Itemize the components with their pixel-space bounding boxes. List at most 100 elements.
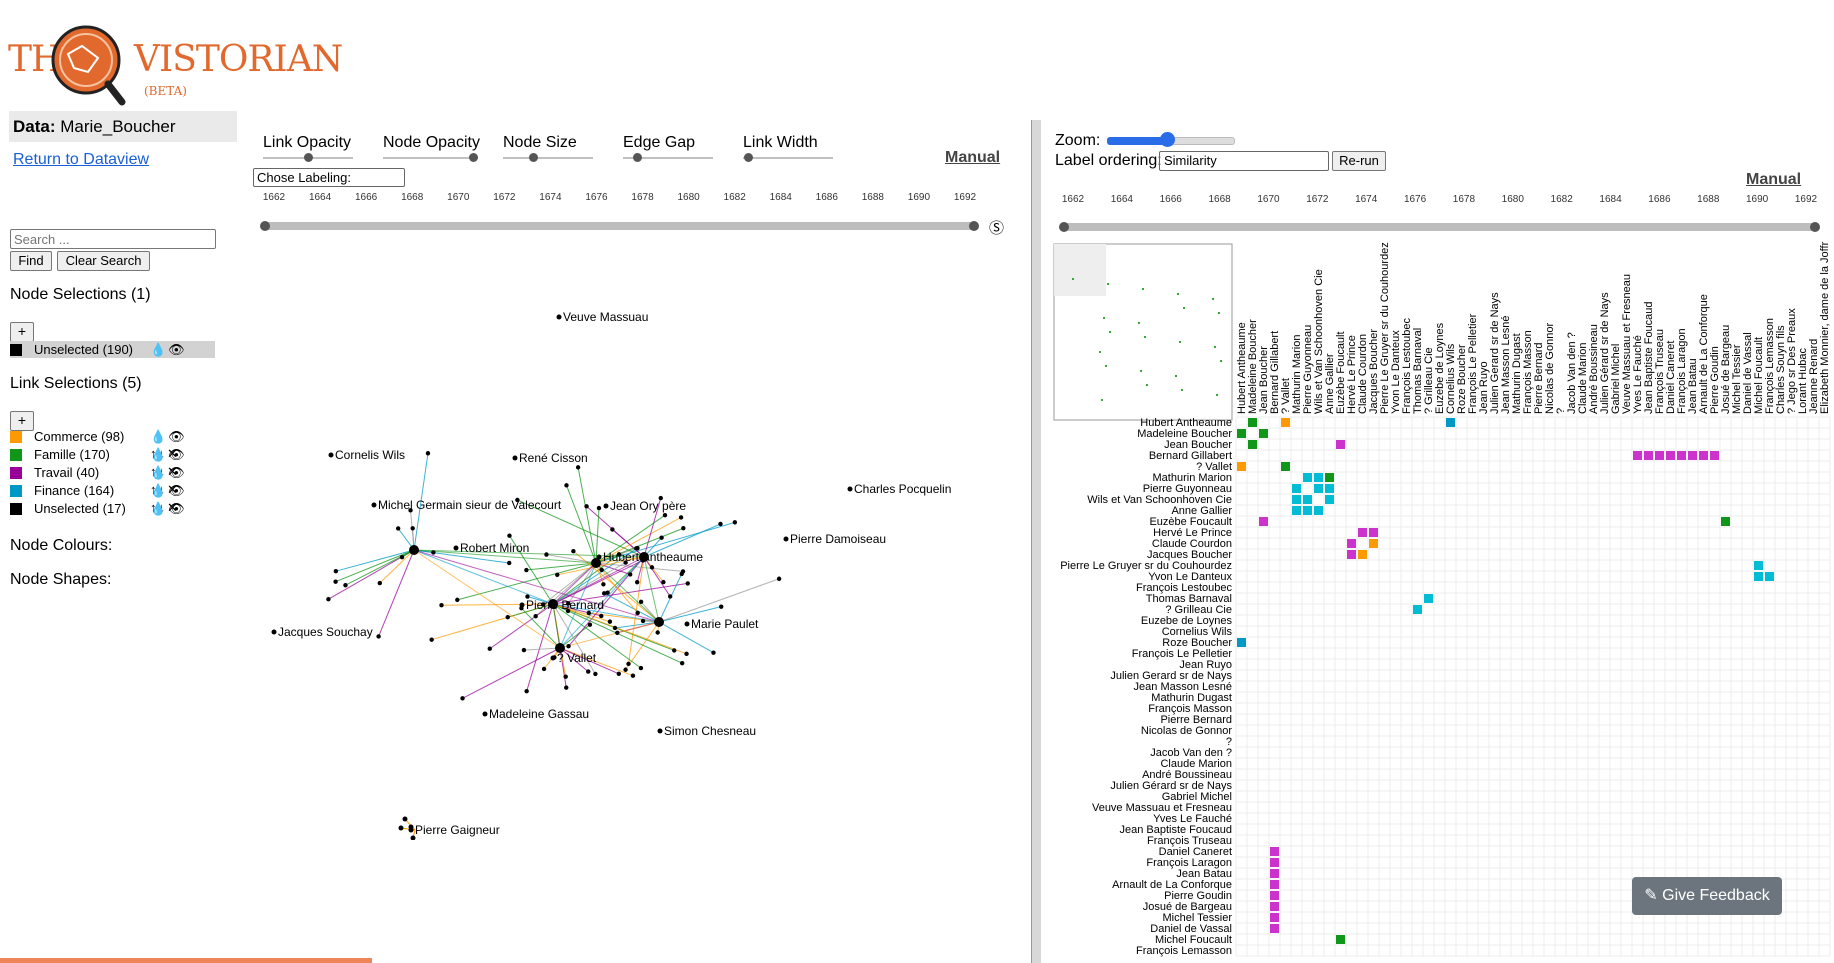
matrix-cell[interactable]	[1303, 506, 1312, 515]
matrix-cell[interactable]	[1270, 891, 1279, 900]
matrix-row-label[interactable]: Jacob Van den ?	[1150, 747, 1232, 759]
graph-node[interactable]	[326, 596, 331, 602]
link-selection-row[interactable]: Travail (40) 💧👁↑↓✕	[10, 464, 215, 497]
control-slider-handle[interactable]	[632, 153, 642, 162]
graph-node[interactable]	[399, 555, 405, 560]
matrix-cell[interactable]	[1765, 572, 1774, 581]
matrix-row-label[interactable]: Jean Boucher	[1164, 439, 1232, 451]
matrix-column-label[interactable]: François Masson	[1522, 330, 1534, 414]
matrix-column-label[interactable]: François Laragon	[1676, 328, 1688, 414]
matrix-column-label[interactable]: Veuve Massuau et Fresneau	[1621, 274, 1633, 414]
matrix-cell[interactable]	[1424, 594, 1433, 603]
matrix-column-label[interactable]: Lorant Hubac	[1797, 347, 1809, 414]
graph-node[interactable]	[540, 602, 546, 607]
matrix-row-label[interactable]: ?	[1226, 736, 1232, 748]
matrix-cell[interactable]	[1237, 638, 1246, 647]
matrix-column-label[interactable]: Claude Courdon	[1357, 334, 1369, 414]
matrix-row-label[interactable]: Roze Boucher	[1162, 637, 1232, 649]
graph-node[interactable]	[410, 835, 416, 841]
graph-node[interactable]	[672, 648, 677, 653]
matrix-cell[interactable]	[1336, 935, 1345, 944]
graph-node[interactable]	[658, 495, 663, 501]
matrix-cell[interactable]	[1248, 418, 1257, 427]
graph-node[interactable]	[681, 526, 686, 531]
matrix-row-label[interactable]: ? Grilleau Cie	[1165, 604, 1232, 616]
matrix-column-label[interactable]: Yvon Le Danteux	[1390, 330, 1402, 414]
link-selection-row[interactable]: Commerce (98) 💧👁↑↓✕	[10, 428, 215, 461]
matrix-cell[interactable]	[1270, 913, 1279, 922]
matrix-cell[interactable]	[1303, 495, 1312, 504]
graph-node[interactable]	[628, 572, 633, 577]
graph-node[interactable]	[395, 526, 401, 531]
graph-node[interactable]	[667, 594, 673, 599]
selection-color-swatch[interactable]	[10, 503, 22, 515]
matrix-row-label[interactable]: François Lemasson	[1136, 945, 1232, 957]
graph-node[interactable]	[678, 515, 684, 520]
matrix-row-label[interactable]: Pierre Goudin	[1164, 890, 1232, 902]
matrix-column-label[interactable]: Bernard Gillabert	[1269, 331, 1281, 414]
matrix-column-label[interactable]: Pierre Guyonneau	[1302, 325, 1314, 414]
graph-node[interactable]	[626, 661, 631, 667]
matrix-column-label[interactable]: ?	[1555, 408, 1567, 414]
graph-node[interactable]	[515, 497, 520, 503]
matrix-cell[interactable]	[1270, 869, 1279, 878]
matrix-column-label[interactable]: François Lestoubec	[1401, 318, 1413, 414]
matrix-row-label[interactable]: François Masson	[1148, 703, 1232, 715]
matrix-row-label[interactable]: Veuve Massuau et Fresneau	[1092, 802, 1232, 814]
matrix-row-label[interactable]: Julien Gérard sr de Nays	[1110, 780, 1232, 792]
graph-node[interactable]	[455, 597, 460, 603]
matrix-cell[interactable]	[1270, 858, 1279, 867]
matrix-column-label[interactable]: Charles Souyn fils	[1775, 325, 1787, 414]
node-link-graph[interactable]: Veuve Massuau Cornelis Wils René Cisson Cha…	[253, 230, 1013, 840]
graph-node[interactable]	[657, 728, 663, 734]
matrix-row-label[interactable]: François Truseau	[1147, 835, 1232, 847]
matrix-cell[interactable]	[1754, 561, 1763, 570]
graph-node[interactable]	[640, 618, 646, 624]
matrix-cell[interactable]	[1633, 451, 1642, 460]
graph-node[interactable]	[408, 508, 413, 513]
matrix-column-label[interactable]: Madeleine Boucher	[1247, 319, 1259, 414]
graph-node[interactable]	[439, 603, 444, 608]
matrix-column-label[interactable]: Michel Tessier	[1731, 344, 1743, 414]
graph-node[interactable]	[555, 643, 565, 653]
graph-node[interactable]	[584, 504, 589, 509]
graph-node[interactable]	[487, 646, 492, 651]
matrix-cell[interactable]	[1699, 451, 1708, 460]
graph-node[interactable]	[555, 572, 560, 578]
matrix-cell[interactable]	[1721, 517, 1730, 526]
graph-node[interactable]	[328, 452, 334, 458]
timeline-end-handle[interactable]	[969, 221, 979, 231]
graph-node[interactable]	[616, 552, 622, 557]
graph-node[interactable]	[635, 610, 640, 616]
matrix-cell[interactable]	[1314, 473, 1323, 482]
graph-node[interactable]	[661, 579, 666, 585]
graph-node[interactable]	[630, 673, 636, 678]
matrix-manual-link[interactable]: Manual	[1746, 171, 1802, 188]
matrix-column-label[interactable]: Euzebe de Loynes	[1434, 322, 1446, 414]
graph-node[interactable]	[564, 685, 569, 690]
matrix-row-label[interactable]: Yves Le Fauché	[1153, 813, 1232, 825]
matrix-row-label[interactable]: Euzèbe Foucault	[1149, 516, 1232, 528]
control-slider-track[interactable]	[503, 157, 593, 159]
matrix-row-label[interactable]: Gabriel Michel	[1162, 791, 1232, 803]
graph-node[interactable]	[610, 527, 615, 532]
matrix-cell[interactable]	[1270, 880, 1279, 889]
matrix-cell[interactable]	[1259, 429, 1268, 438]
timeline-settings-icon[interactable]: Ⓢ	[989, 220, 1005, 237]
matrix-cell[interactable]	[1281, 462, 1290, 471]
matrix-row-label[interactable]: Mathurin Marion	[1153, 472, 1232, 484]
matrix-column-label[interactable]: Nicolas de Gonnor	[1544, 323, 1556, 414]
graph-node[interactable]	[482, 711, 488, 717]
selection-color-swatch[interactable]	[10, 344, 22, 356]
matrix-column-label[interactable]: Mathurin Marion	[1291, 335, 1303, 414]
graph-node[interactable]	[371, 502, 377, 508]
control-slider-handle[interactable]	[743, 153, 753, 162]
graph-node[interactable]	[533, 613, 538, 619]
matrix-column-label[interactable]: François Truseau	[1654, 329, 1666, 414]
graph-node[interactable]	[525, 594, 530, 599]
selection-action-icons[interactable]: 💧👁↑↓✕	[150, 429, 187, 461]
matrix-row-label[interactable]: Jean Ruyo	[1179, 659, 1232, 671]
nodelink-manual-link[interactable]: Manual	[945, 149, 1001, 166]
matrix-column-label[interactable]: Elizabeth Monnier, dame de la Joffr	[1819, 241, 1831, 414]
